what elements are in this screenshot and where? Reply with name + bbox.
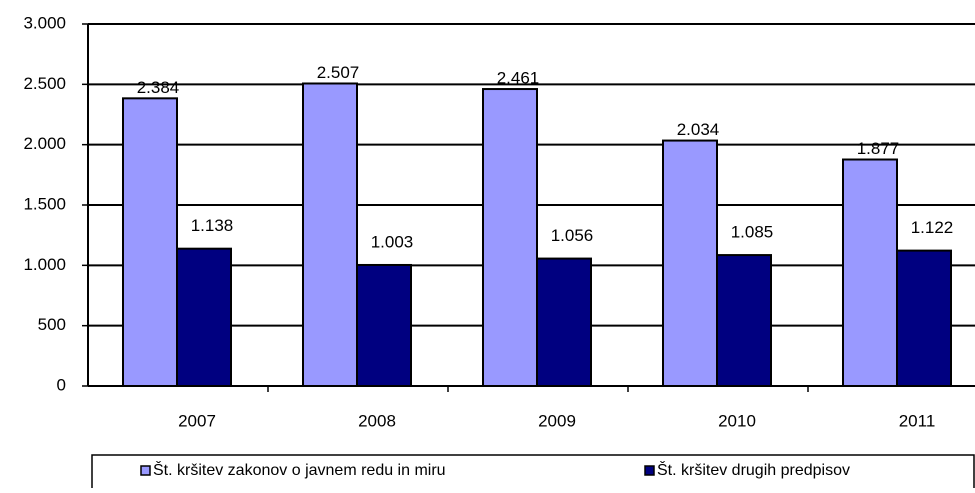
x-tick-label: 2008 xyxy=(358,411,396,430)
bar xyxy=(716,254,772,387)
value-label: 2.384 xyxy=(137,78,180,97)
value-label: 1.056 xyxy=(551,226,594,245)
y-tick-label: 1.500 xyxy=(23,194,66,213)
value-label: 1.122 xyxy=(911,218,954,237)
y-tick-label: 0 xyxy=(57,375,66,394)
value-label: 1.877 xyxy=(857,139,900,158)
legend-label: Št. kršitev drugih predpisov xyxy=(657,460,850,479)
legend-box xyxy=(91,454,975,493)
value-label: 2.507 xyxy=(317,63,360,82)
x-tick-label: 2009 xyxy=(538,411,576,430)
y-tick-label: 2.500 xyxy=(23,74,66,93)
y-tick-label: 500 xyxy=(38,315,66,334)
x-tick-label: 2010 xyxy=(718,411,756,430)
x-tick-label: 2007 xyxy=(178,411,216,430)
bar xyxy=(842,158,898,387)
bar xyxy=(356,263,412,388)
y-tick-label: 1.000 xyxy=(23,255,66,274)
value-label: 2.034 xyxy=(677,120,720,139)
value-label: 1.138 xyxy=(191,216,234,235)
value-label: 1.003 xyxy=(371,232,414,251)
bar xyxy=(122,97,178,388)
bar xyxy=(896,249,952,387)
y-tick-label: 3.000 xyxy=(23,13,66,32)
bar xyxy=(482,88,538,387)
bar xyxy=(662,139,718,387)
legend-swatch xyxy=(140,465,151,476)
x-tick-label: 2011 xyxy=(899,411,936,430)
value-label: 2.461 xyxy=(497,69,540,88)
bar xyxy=(302,82,358,387)
bar xyxy=(536,257,592,387)
y-tick-label: 2.000 xyxy=(23,134,66,153)
value-label: 1.085 xyxy=(731,223,774,242)
bar xyxy=(176,247,232,387)
legend-label: Št. kršitev zakonov o javnem redu in mir… xyxy=(153,460,446,479)
legend-swatch xyxy=(644,465,655,476)
